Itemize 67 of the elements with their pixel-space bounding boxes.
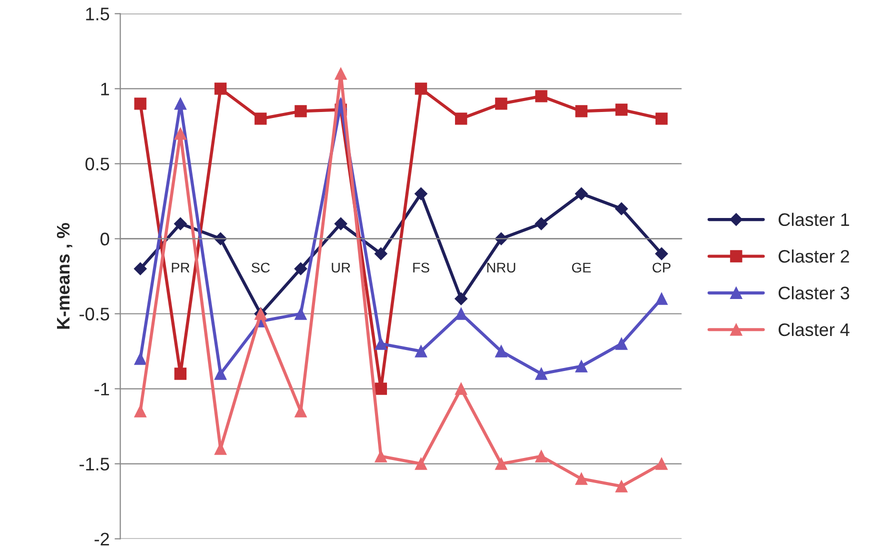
y-tick-label: 0 xyxy=(100,232,110,246)
point xyxy=(374,382,387,395)
point xyxy=(535,90,548,102)
point xyxy=(134,405,146,418)
point xyxy=(334,68,347,80)
point xyxy=(495,345,508,358)
point xyxy=(534,217,548,230)
point xyxy=(374,247,388,260)
legend-label: Claster 2 xyxy=(778,249,850,263)
x-tick-label: SC xyxy=(252,262,270,273)
point xyxy=(535,450,548,462)
point xyxy=(294,308,307,320)
point xyxy=(615,202,628,216)
point xyxy=(575,360,588,372)
point xyxy=(655,112,668,125)
point xyxy=(655,247,668,260)
point xyxy=(294,262,308,276)
x-tick-label: CP xyxy=(652,262,670,273)
point xyxy=(374,338,387,350)
x-tick-label: PR xyxy=(172,262,190,272)
point xyxy=(414,187,428,200)
point xyxy=(414,82,428,95)
point xyxy=(454,292,468,306)
y-tick-label: 1.5 xyxy=(86,8,110,20)
point xyxy=(535,368,548,380)
point xyxy=(455,308,468,320)
legend-label: Claster 3 xyxy=(778,286,850,300)
point xyxy=(455,112,468,125)
x-tick-label: FS xyxy=(413,262,430,273)
point xyxy=(414,345,428,358)
point xyxy=(294,105,307,118)
point xyxy=(214,368,227,380)
point xyxy=(655,458,668,470)
y-tick-label: 1 xyxy=(101,82,109,96)
y-tick-label: -2 xyxy=(94,532,109,546)
point xyxy=(334,217,348,230)
point xyxy=(134,98,146,110)
legend-label: Claster 4 xyxy=(778,322,850,336)
y-tick-label: -1.5 xyxy=(80,458,110,470)
point xyxy=(374,450,387,462)
legend-label: Claster 1 xyxy=(778,212,850,226)
point xyxy=(174,98,187,110)
point xyxy=(495,458,508,470)
point xyxy=(174,128,187,140)
point xyxy=(254,112,267,125)
y-tick-label: 0.5 xyxy=(85,158,110,170)
point xyxy=(575,472,588,485)
point xyxy=(575,105,588,118)
y-axis-title: K-means , % xyxy=(56,223,72,329)
point xyxy=(414,458,428,470)
point xyxy=(214,82,227,95)
point xyxy=(134,262,147,276)
x-tick-label: NRU xyxy=(487,262,516,273)
point xyxy=(455,382,468,395)
x-tick-label: UR xyxy=(332,262,350,273)
point xyxy=(574,187,588,200)
point xyxy=(174,368,187,380)
y-tick-label: -1 xyxy=(94,382,109,396)
point xyxy=(615,338,628,350)
point xyxy=(615,104,628,116)
point xyxy=(174,217,187,230)
y-tick-label: -0.5 xyxy=(80,308,110,320)
x-tick-label: GE xyxy=(572,262,591,273)
point xyxy=(495,98,508,110)
point xyxy=(134,352,146,365)
point xyxy=(655,292,668,305)
point xyxy=(615,480,628,492)
